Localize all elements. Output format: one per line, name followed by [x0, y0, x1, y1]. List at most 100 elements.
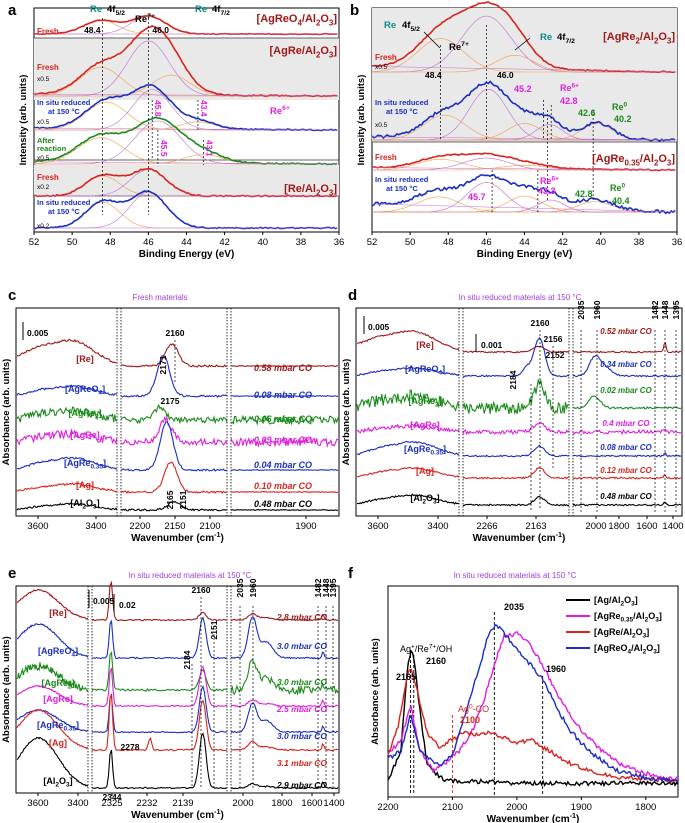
- ir-spectrum: [357, 366, 460, 377]
- re0-label: Re0: [612, 101, 628, 112]
- peak-value: 45.2: [514, 84, 532, 94]
- orbital-label: 4f5/2: [107, 4, 125, 17]
- ir-spectrum: [462, 495, 570, 507]
- x-axis-label: Binding Energy (eV): [139, 249, 235, 260]
- spectrum-curve: [371, 80, 676, 142]
- ir-spectrum: [230, 414, 339, 426]
- peak-label: 2165: [165, 490, 175, 509]
- series-label: Fresh: [37, 63, 59, 72]
- sample-label: [Al2O3]: [70, 498, 99, 511]
- x-tick-label: 1800: [271, 798, 292, 809]
- spectrum-curve: [33, 14, 338, 36]
- ir-spectrum: [16, 428, 118, 446]
- sample-label: [AgReO4]: [38, 646, 78, 659]
- pressure-label: 0.06 mbar CO: [254, 414, 312, 424]
- y-axis-label: Intensity (arb. units): [18, 75, 29, 166]
- fit-component: [372, 201, 674, 213]
- x-tick-label: 38: [634, 237, 645, 248]
- sample-label: [AgRe]: [70, 430, 100, 440]
- pressure-label: 2.8 mbar CO: [276, 612, 327, 622]
- x-tick-label: 1900: [295, 521, 316, 532]
- ir-spectrum: [230, 612, 339, 622]
- panel-f-ir: 2200 2100 2000 1900 1800 Wavenumber (cm-1) Abs…: [370, 585, 679, 823]
- scale-label: x0.5: [37, 119, 50, 126]
- panel-label-e: e: [8, 565, 16, 582]
- peak-label: 1395: [671, 300, 681, 319]
- pressure-label: 3.0 mbar CO: [277, 731, 327, 741]
- peak-label: 2160: [192, 585, 211, 595]
- ir-spectrum: [91, 685, 228, 734]
- peak-label: 2184: [182, 650, 192, 669]
- x-tick-label: 52: [29, 237, 40, 248]
- x-tick-label: 36: [672, 237, 683, 248]
- series-label: In situ reduced: [37, 198, 91, 207]
- re6-label: Re6+: [560, 82, 579, 93]
- pressure-label: 0.08 mbar CO: [254, 390, 312, 400]
- peak-value: 43.4: [199, 100, 209, 117]
- pressure-label: 3.0 mbar CO: [277, 641, 327, 651]
- peak-value: 43.3: [538, 186, 556, 196]
- scale-label: x0.5: [375, 64, 388, 71]
- scale-bar-label: 0.001: [481, 340, 503, 350]
- ir-spectrum: [16, 406, 118, 423]
- sample-title: [AgReO4/Al2O3]: [257, 13, 338, 27]
- pressure-label: 2.5 mbar CO: [276, 704, 327, 714]
- ir-spectrum: [120, 461, 228, 494]
- x-tick-label: 42: [557, 237, 568, 248]
- spectrum-curve: [371, 174, 676, 215]
- fit-component: [372, 123, 674, 141]
- fit-component: [34, 120, 336, 165]
- ir-spectrum: [387, 649, 679, 788]
- ir-spectrum: [356, 389, 460, 412]
- baseline: [371, 203, 678, 213]
- x-tick-label: 3400: [427, 521, 448, 532]
- scale-label: x0.5: [37, 76, 50, 83]
- scale-label: x0.5: [37, 155, 50, 162]
- ir-spectrum: [572, 355, 681, 378]
- site-annotation: Ag0-CO: [458, 703, 489, 714]
- panel-d-title: In situ reduced materials at 150 °C: [459, 293, 582, 302]
- sample-title: [Re/Al2O3]: [284, 183, 337, 197]
- ir-spectrum: [572, 501, 682, 507]
- panel-label-f: f: [348, 565, 354, 582]
- series-label: at 150 °C: [48, 207, 80, 216]
- panel-b-xps: 52 50 48 46 44 42 40 38 36 Binding Energy (eV) Int…: [356, 1, 683, 260]
- x-tick-label: 40: [595, 237, 606, 248]
- sample-label: [Al2O3]: [410, 493, 439, 506]
- baseline: [371, 136, 678, 141]
- x-tick-label: 1900: [571, 802, 592, 813]
- ir-spectrum: [91, 732, 228, 790]
- pressure-label: 0.12 mbar CO: [600, 466, 652, 475]
- baseline: [33, 161, 340, 165]
- peak-value: 46.0: [152, 25, 169, 35]
- peak-label: 2160: [531, 318, 550, 328]
- ir-spectrum: [91, 665, 228, 708]
- ir-spectrum: [230, 394, 338, 398]
- pressure-label: 0.08 mbar CO: [600, 443, 652, 452]
- pressure-label: 0.48 mbar CO: [600, 492, 652, 501]
- sample-label: [Ag]: [416, 466, 434, 476]
- arrow: [514, 37, 531, 51]
- x-tick-label: 44: [181, 237, 192, 248]
- sample-label: [Re]: [416, 340, 434, 350]
- series-label: Fresh: [375, 53, 397, 62]
- x-tick-label: 2150: [164, 521, 185, 532]
- re-label: Re: [540, 32, 552, 43]
- scale-bar-label: 0.02: [119, 600, 136, 610]
- x-tick-label: 2100: [442, 802, 463, 813]
- sample-label: [AgReO4]: [65, 384, 105, 397]
- sample-label: [AgReO4]: [405, 364, 445, 377]
- pressure-label: 0.02 mbar CO: [600, 386, 652, 395]
- ir-spectrum: [230, 509, 338, 511]
- ir-spectrum: [572, 395, 682, 410]
- panel-f-title: In situ reduced materials at 150 °C: [454, 571, 577, 580]
- series-label: In situ reduced: [375, 175, 429, 184]
- ir-spectrum: [230, 435, 338, 449]
- ir-spectrum: [230, 491, 339, 494]
- sample-label: [AgRe2]: [408, 396, 441, 409]
- plot-frame: [387, 585, 679, 798]
- peak-label: 1482: [650, 300, 660, 319]
- pressure-label: 3.0 mbar CO: [277, 677, 327, 687]
- peak-label: 1482: [313, 578, 323, 597]
- x-tick-label: 2000: [506, 802, 527, 813]
